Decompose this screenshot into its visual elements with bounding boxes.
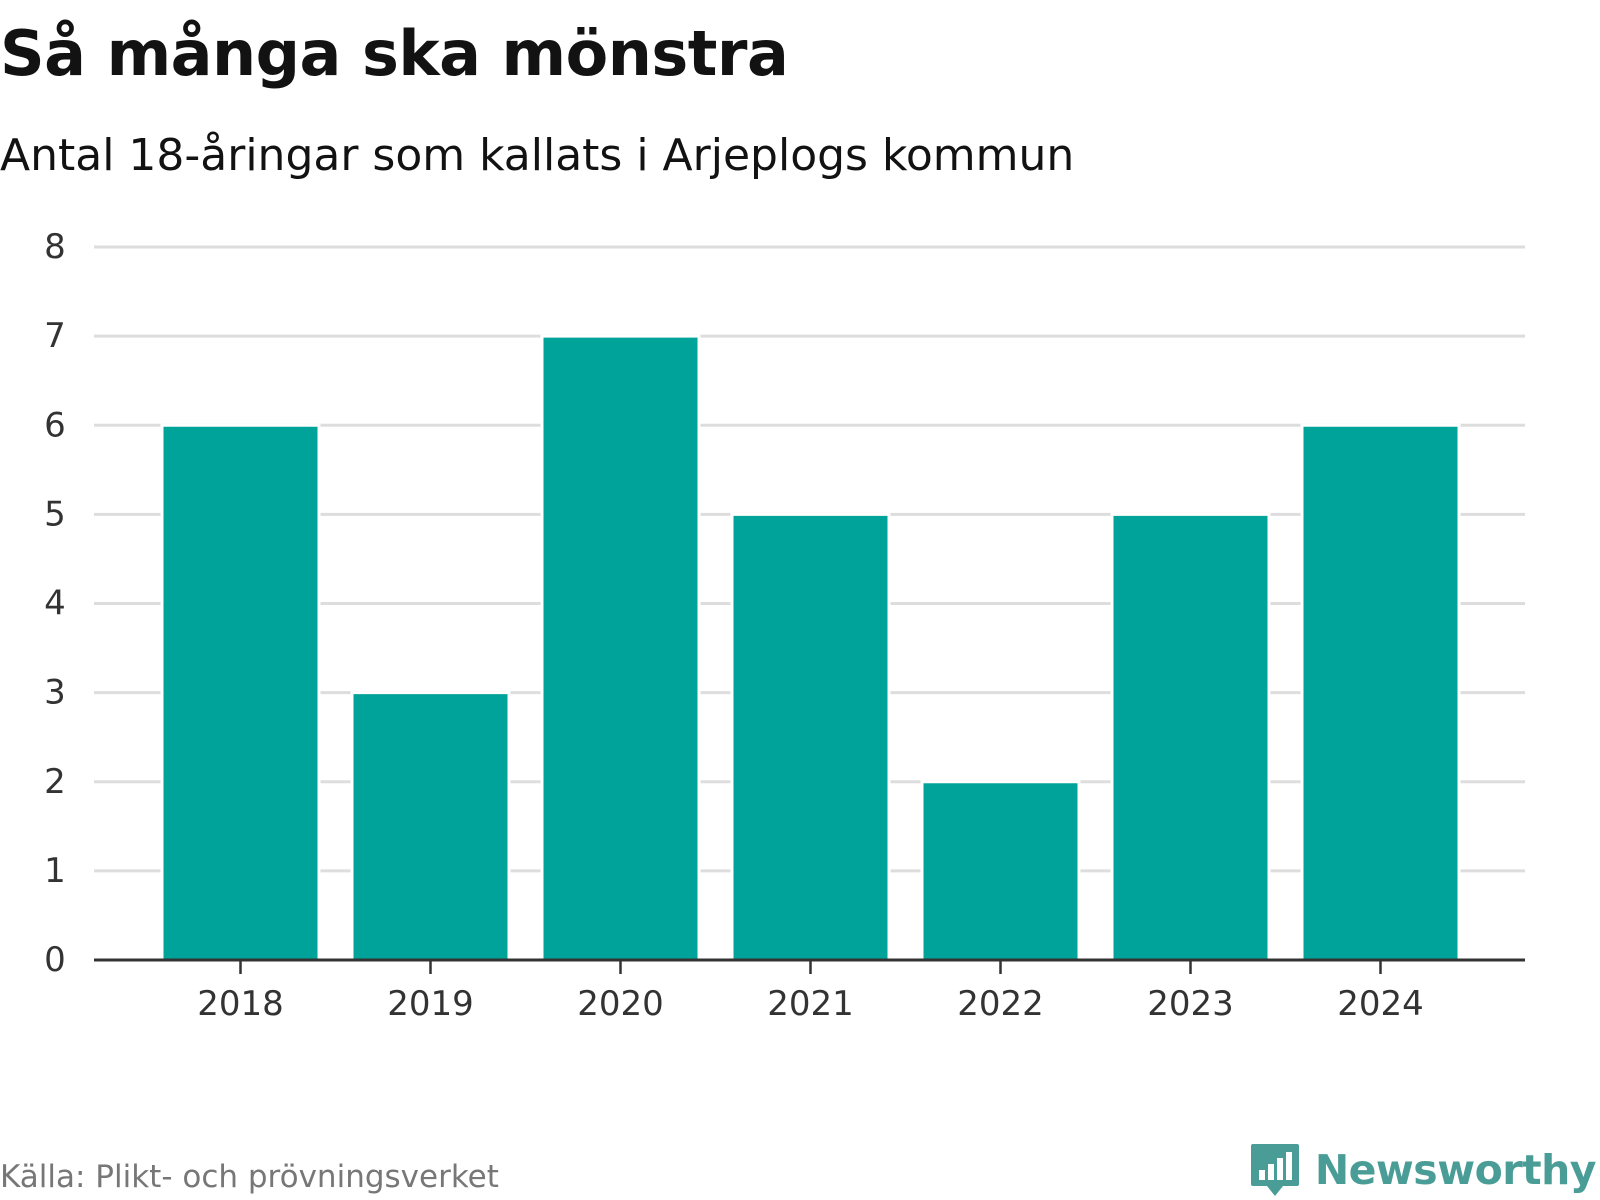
brand-name: Newsworthy xyxy=(1314,1146,1597,1194)
bar-2019 xyxy=(350,691,511,962)
x-tick-label: 2021 xyxy=(767,984,854,1024)
newsworthy-logo: Newsworthy xyxy=(1249,1142,1597,1198)
x-axis xyxy=(94,958,1525,974)
bar-2021 xyxy=(730,512,891,962)
y-tick-label: 7 xyxy=(44,316,66,356)
source-note: Källa: Plikt- och prövningsverket xyxy=(0,1159,499,1195)
bar-2020 xyxy=(540,334,701,962)
chart-title: Så många ska mönstra xyxy=(0,17,789,90)
bar-2024 xyxy=(1300,423,1461,962)
bar-chart: 0 1 2 3 4 5 6 7 8 2018 2019 2020 2021 2022 2023 2024 xyxy=(44,227,1525,1024)
y-tick-label: 1 xyxy=(44,851,66,891)
y-tick-label: 0 xyxy=(44,940,66,980)
y-tick-label: 8 xyxy=(44,227,66,267)
x-tick-label: 2019 xyxy=(387,984,474,1024)
x-tick-label: 2023 xyxy=(1147,984,1234,1024)
y-tick-label: 5 xyxy=(44,494,66,534)
y-tick-label: 4 xyxy=(44,584,66,624)
x-tick-labels: 2018 2019 2020 2021 2022 2023 2024 xyxy=(197,984,1424,1024)
bar-2022 xyxy=(920,780,1081,962)
y-tick-label: 3 xyxy=(44,673,66,713)
bar-chart-bubble-icon xyxy=(1250,1144,1299,1196)
x-tick-label: 2022 xyxy=(957,984,1044,1024)
y-tick-label: 2 xyxy=(44,762,66,802)
bar-2018 xyxy=(160,423,321,962)
y-tick-labels: 0 1 2 3 4 5 6 7 8 xyxy=(44,227,66,980)
x-tick-label: 2020 xyxy=(577,984,664,1024)
chart-subtitle: Antal 18-åringar som kallats i Arjeplogs… xyxy=(0,130,1075,181)
x-tick-label: 2024 xyxy=(1337,984,1424,1024)
bars xyxy=(160,334,1461,962)
x-tick-label: 2018 xyxy=(197,984,284,1024)
bar-2023 xyxy=(1110,512,1271,962)
y-tick-label: 6 xyxy=(44,405,66,445)
